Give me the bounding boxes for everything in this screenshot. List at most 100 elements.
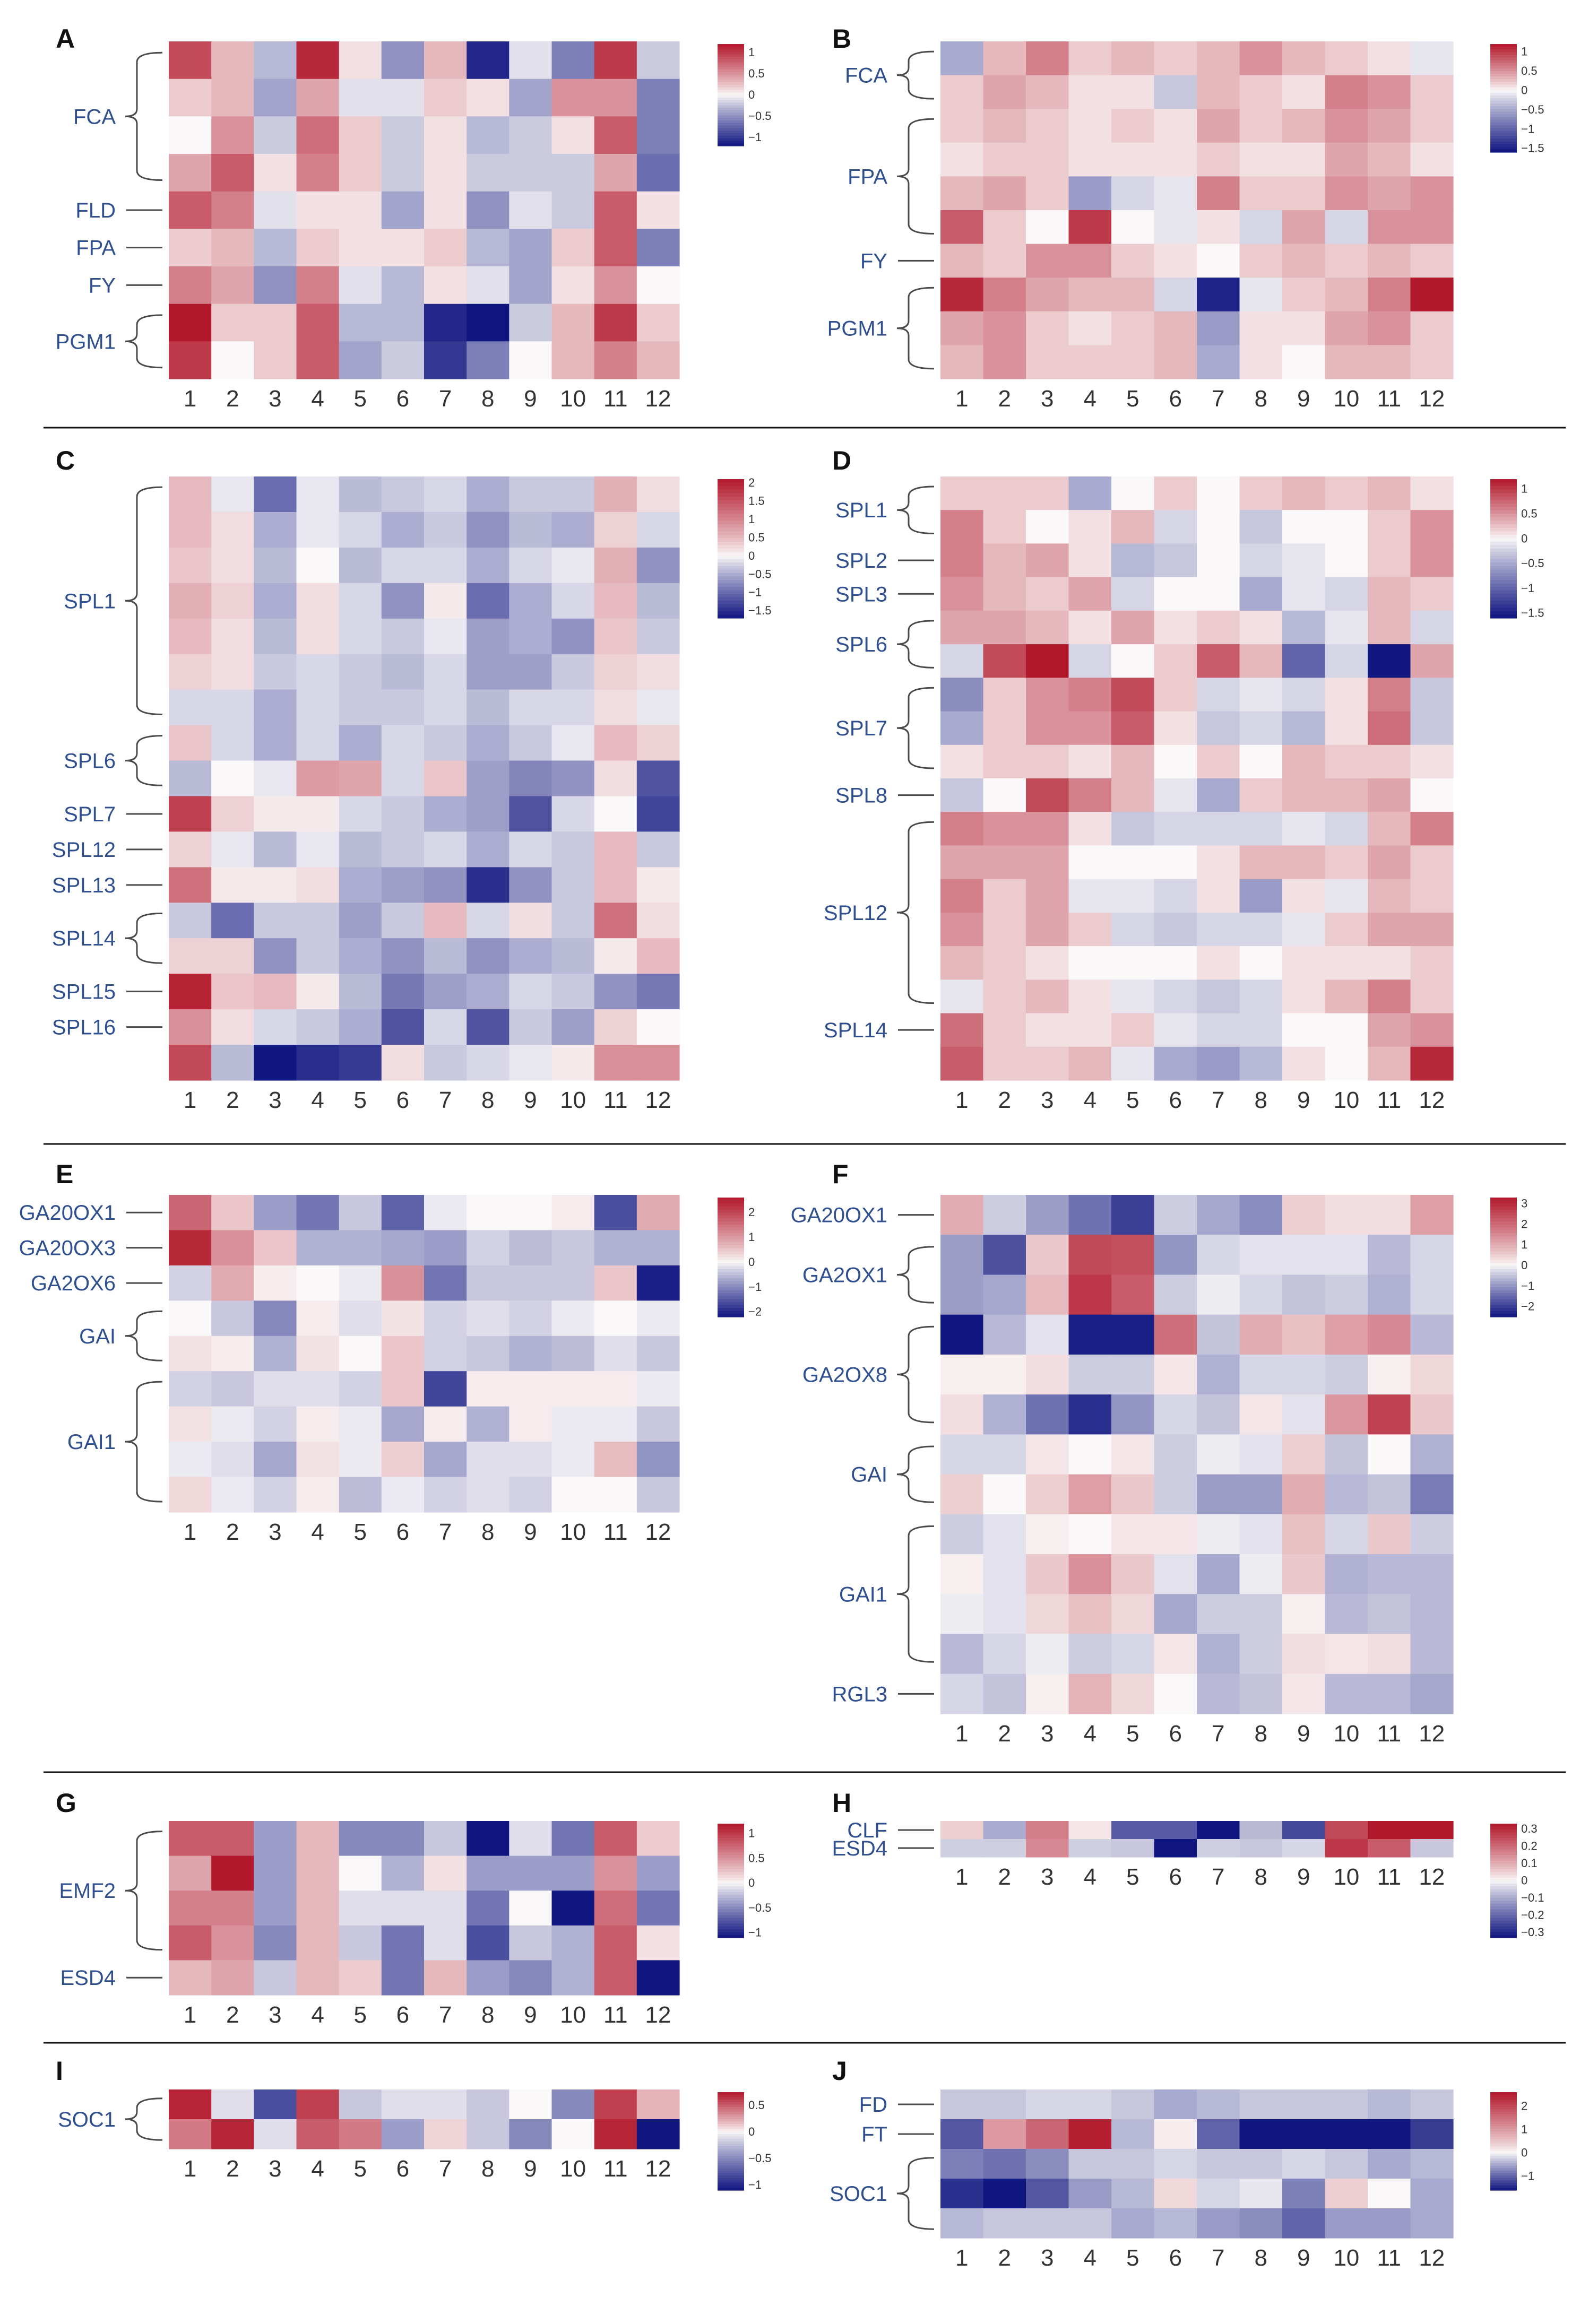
legend-swatch bbox=[1490, 131, 1517, 134]
heatmap-cell bbox=[1239, 2208, 1283, 2239]
legend-swatch bbox=[718, 517, 744, 522]
heatmap-cell bbox=[467, 41, 510, 80]
column-label: 3 bbox=[269, 1519, 281, 1545]
column-label: 1 bbox=[955, 1087, 968, 1113]
legend-swatch bbox=[718, 1224, 744, 1228]
heatmap-cell bbox=[1239, 912, 1283, 947]
heatmap-cell bbox=[940, 244, 984, 278]
heatmap-cell bbox=[381, 1821, 425, 1857]
heatmap-cell bbox=[169, 583, 212, 619]
legend-swatch bbox=[718, 2163, 744, 2166]
legend-swatch bbox=[1490, 1906, 1517, 1910]
gene-label: SPL15 bbox=[52, 981, 116, 1004]
legend-swatch bbox=[1490, 1843, 1517, 1847]
heatmap-cell bbox=[211, 796, 254, 832]
heatmap-cell bbox=[551, 1891, 595, 1926]
gene-label: FPA bbox=[76, 237, 116, 260]
heatmap-cell bbox=[551, 1821, 595, 1857]
column-label: 6 bbox=[1169, 1864, 1182, 1890]
heatmap-cell bbox=[296, 1477, 340, 1513]
heatmap-cell bbox=[424, 191, 467, 229]
heatmap-cell bbox=[381, 547, 425, 584]
heatmap-cell bbox=[424, 1336, 467, 1372]
heatmap-cell bbox=[1239, 1634, 1283, 1675]
heatmap-cell bbox=[1154, 510, 1197, 544]
heatmap-cell bbox=[594, 1230, 637, 1266]
legend-swatch bbox=[718, 2144, 744, 2147]
heatmap-cell bbox=[296, 547, 340, 584]
column-label: 10 bbox=[1333, 1721, 1359, 1747]
column-label: 10 bbox=[560, 1087, 586, 1113]
heatmap-cell bbox=[1111, 2208, 1155, 2239]
group-bracket bbox=[896, 1445, 935, 1503]
heatmap-cell bbox=[424, 1009, 467, 1045]
heatmap-cell bbox=[983, 476, 1026, 510]
column-label: 3 bbox=[1041, 2245, 1054, 2271]
heatmap-cell bbox=[1282, 644, 1326, 678]
heatmap-cell bbox=[1282, 210, 1326, 245]
heatmap-cell bbox=[339, 938, 382, 974]
heatmap-cell bbox=[1410, 109, 1454, 143]
heatmap-cell bbox=[1282, 711, 1326, 745]
heatmap-cell bbox=[636, 41, 680, 80]
heatmap-cell bbox=[254, 116, 297, 154]
column-label: 11 bbox=[603, 386, 628, 412]
heatmap-cell bbox=[1197, 142, 1240, 177]
heatmap-cell bbox=[551, 2119, 595, 2149]
heatmap-cell bbox=[254, 266, 297, 305]
heatmap-cell bbox=[1111, 778, 1155, 812]
heatmap-cell bbox=[254, 831, 297, 868]
heatmap-cell bbox=[983, 812, 1026, 846]
heatmap-cell bbox=[1282, 845, 1326, 880]
heatmap-cell bbox=[509, 547, 552, 584]
legend-swatch bbox=[1490, 92, 1517, 96]
heatmap-cell bbox=[467, 1891, 510, 1926]
heatmap-cell bbox=[211, 476, 254, 513]
heatmap-cell bbox=[211, 1371, 254, 1407]
legend-swatch bbox=[1490, 527, 1517, 532]
heatmap-cell bbox=[1325, 75, 1368, 109]
heatmap-cell bbox=[211, 2119, 254, 2149]
heatmap-cell bbox=[636, 229, 680, 267]
column-label: 2 bbox=[226, 386, 239, 412]
legend-swatch bbox=[718, 118, 744, 121]
heatmap-cell bbox=[1197, 1673, 1240, 1714]
legend-swatch bbox=[1490, 1886, 1517, 1890]
heatmap-cell bbox=[254, 1371, 297, 1407]
heatmap-cell bbox=[551, 116, 595, 154]
heatmap-cell bbox=[1197, 41, 1240, 76]
heatmap-cell bbox=[1325, 311, 1368, 345]
heatmap-cell bbox=[509, 1336, 552, 1372]
gene-label: FCA bbox=[73, 105, 116, 128]
heatmap-cell bbox=[636, 1406, 680, 1442]
heatmap-cell bbox=[467, 583, 510, 619]
legend-swatch bbox=[718, 2148, 744, 2152]
column-label: 6 bbox=[396, 2002, 409, 2028]
column-label: 8 bbox=[1255, 386, 1267, 412]
legend-swatch bbox=[1490, 2151, 1517, 2154]
heatmap-cell bbox=[1154, 210, 1197, 245]
heatmap-cell bbox=[551, 974, 595, 1010]
heatmap-cell bbox=[940, 946, 984, 980]
legend-swatch bbox=[718, 84, 744, 88]
heatmap-cell bbox=[1154, 979, 1197, 1014]
heatmap-cell bbox=[1197, 879, 1240, 913]
heatmap-cell bbox=[1154, 946, 1197, 980]
heatmap-cell bbox=[1111, 912, 1155, 947]
heatmap-cell bbox=[594, 903, 637, 939]
heatmap-cell bbox=[636, 154, 680, 192]
legend-swatch bbox=[1490, 2109, 1517, 2112]
heatmap-cell bbox=[169, 1371, 212, 1407]
column-label: 1 bbox=[955, 386, 968, 412]
heatmap-cell bbox=[636, 1230, 680, 1266]
heatmap-cell bbox=[296, 154, 340, 192]
legend-swatch bbox=[718, 2173, 744, 2176]
heatmap-cell bbox=[594, 867, 637, 903]
legend-swatch bbox=[718, 1872, 744, 1876]
heatmap-cell bbox=[940, 1594, 984, 1635]
heatmap-cell bbox=[424, 760, 467, 796]
heatmap-cell bbox=[1111, 1594, 1155, 1635]
heatmap-cell bbox=[1068, 1394, 1112, 1435]
gene-label: FY bbox=[860, 249, 887, 273]
heatmap-cell bbox=[551, 1045, 595, 1081]
